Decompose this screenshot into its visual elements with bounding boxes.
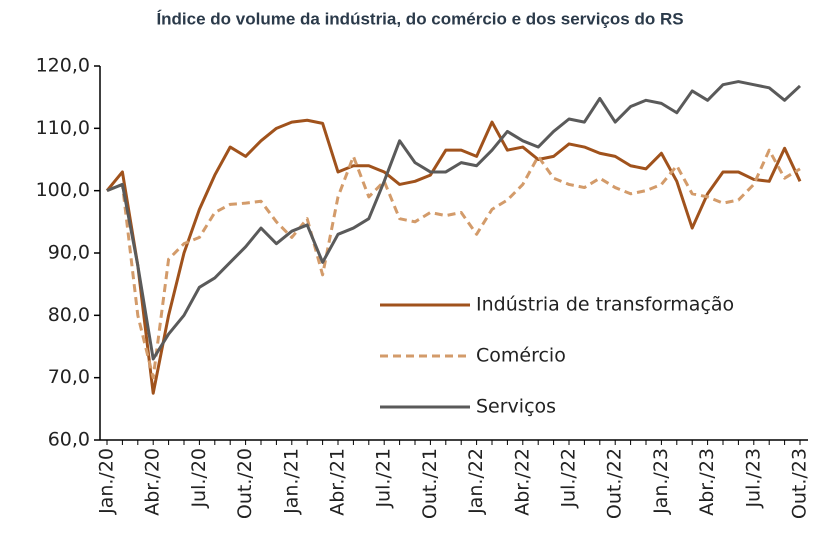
y-tick-label: 80,0 xyxy=(48,304,90,326)
series-line xyxy=(105,118,802,395)
x-tick-label: Abr./23 xyxy=(696,448,718,516)
y-tick-label: 60,0 xyxy=(48,429,90,451)
x-tick-label: Jan./20 xyxy=(96,448,118,515)
legend-label: Indústria de transformação xyxy=(476,294,734,316)
legend-label: Comércio xyxy=(476,345,566,367)
x-tick-label: Out./22 xyxy=(604,448,626,519)
x-tick-label: Out./21 xyxy=(419,448,441,519)
x-tick-label: Jan./23 xyxy=(650,448,672,515)
legend-label: Serviços xyxy=(476,396,556,418)
x-tick-label: Jul./23 xyxy=(742,448,764,509)
y-tick-label: 110,0 xyxy=(36,117,90,139)
y-tick-label: 70,0 xyxy=(48,366,90,388)
series-line xyxy=(106,148,801,380)
x-tick-label: Jul./21 xyxy=(373,448,395,509)
series-line xyxy=(106,80,802,361)
x-tick-label: Jul./22 xyxy=(558,448,580,509)
x-tick-label: Abr./20 xyxy=(142,448,164,516)
x-tick-label: Jul./20 xyxy=(188,448,210,509)
y-tick-label: 120,0 xyxy=(36,55,90,77)
x-tick-label: Jan./22 xyxy=(465,448,487,515)
x-tick-label: Abr./22 xyxy=(511,448,533,516)
x-tick-label: Out./20 xyxy=(234,448,256,519)
chart-title: Índice do volume da indústria, do comérc… xyxy=(156,9,683,28)
x-tick-label: Abr./21 xyxy=(327,448,349,516)
y-tick-label: 100,0 xyxy=(36,179,90,201)
x-tick-label: Jan./21 xyxy=(280,448,302,515)
x-tick-label: Out./23 xyxy=(789,448,811,519)
y-tick-label: 90,0 xyxy=(48,242,90,264)
